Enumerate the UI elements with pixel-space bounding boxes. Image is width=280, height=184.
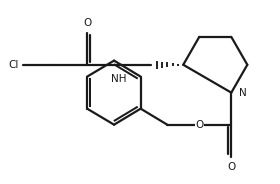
Text: Cl: Cl bbox=[8, 60, 18, 70]
Text: N: N bbox=[239, 88, 247, 98]
Text: O: O bbox=[83, 18, 91, 28]
Text: O: O bbox=[195, 120, 203, 130]
Text: O: O bbox=[227, 162, 235, 171]
Text: NH: NH bbox=[111, 74, 127, 84]
